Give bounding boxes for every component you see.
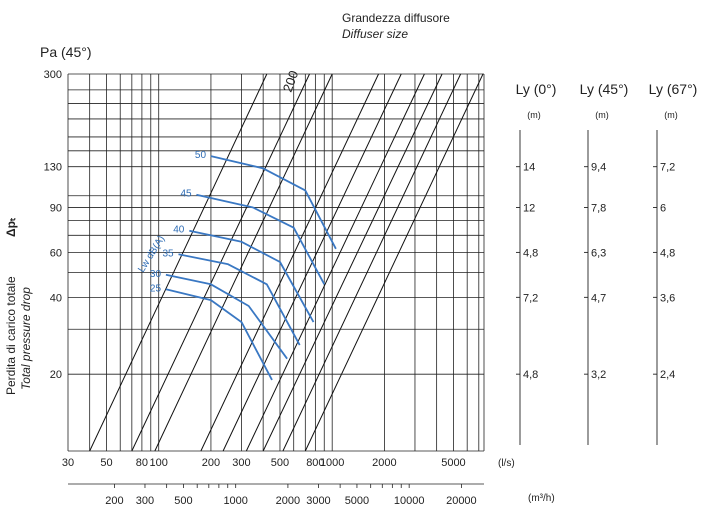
ly-value: 6,3: [591, 247, 606, 259]
x-tick-ls: 2000: [372, 457, 396, 469]
size-label-it: Grandezza diffusore: [342, 11, 450, 25]
y-label-en: Total pressure drop: [19, 287, 33, 390]
ly-value: 12: [523, 202, 535, 214]
ly-value: 9,4: [591, 162, 606, 174]
size-lines: [89, 73, 484, 452]
grid: [67, 73, 485, 452]
x-tick-ls: 200: [202, 457, 220, 469]
x-tick-m3h: 1000: [223, 495, 247, 507]
ly-value: 14: [523, 162, 535, 174]
x-tick-ls: 100: [150, 457, 168, 469]
x-tick-m3h: 200: [105, 495, 123, 507]
x-tick-ls: 500: [271, 457, 289, 469]
x-tick-m3h: 500: [174, 495, 192, 507]
size-line: [200, 73, 379, 452]
y-tick-label: 90: [50, 202, 62, 214]
y-label-delta: Δpₜ: [4, 217, 18, 237]
x-unit-ls: (l/s): [498, 458, 515, 469]
x-unit-m3h: (m³/h): [528, 493, 555, 504]
x-tick-ls: 50: [100, 457, 112, 469]
y-tick-label: 130: [44, 162, 62, 174]
size-line: [304, 73, 484, 452]
x-tick-ls: 300: [232, 457, 250, 469]
ly-unit: (m): [527, 110, 541, 120]
size-line: [245, 73, 425, 452]
noise-curve-25: [165, 288, 273, 381]
x-tick-ls: 30: [62, 457, 74, 469]
y-tick-label: 300: [44, 69, 62, 81]
ly-value: 4,8: [660, 247, 675, 259]
noise-curve-30: [165, 273, 288, 360]
ly-value: 7,2: [660, 162, 675, 174]
ly-title: Ly (67°): [649, 81, 698, 97]
ly-value: 3,6: [660, 292, 675, 304]
noise-label-25: 25: [150, 283, 162, 294]
size-line: [89, 73, 268, 452]
x-tick-m3h: 3000: [306, 495, 330, 507]
size-label-en: Diffuser size: [342, 27, 408, 41]
x-tick-m3h: 300: [136, 495, 154, 507]
size-line: [154, 73, 333, 452]
ly-value: 4,7: [591, 292, 606, 304]
x-tick-ls: 800: [306, 457, 324, 469]
noise-curve-45: [196, 193, 326, 285]
x-tick-ls: 1000: [320, 457, 344, 469]
ly-value: 7,8: [591, 202, 606, 214]
ly-value: 4,8: [523, 369, 538, 381]
noise-label-45: 45: [180, 189, 192, 200]
x-tick-m3h: 20000: [446, 495, 477, 507]
ly-value: 3,2: [591, 369, 606, 381]
ly-value: 7,2: [523, 292, 538, 304]
x-tick-ls: 80: [136, 457, 148, 469]
noise-label-35: 35: [162, 248, 174, 259]
size-annotation: 200: [280, 69, 302, 95]
size-line: [262, 73, 443, 452]
noise-label-30: 30: [150, 269, 162, 280]
noise-label-50: 50: [195, 150, 207, 161]
pa-label: Pa (45°): [40, 44, 92, 60]
ly-value: 6: [660, 202, 666, 214]
noise-curve-35: [178, 253, 301, 346]
y-label-it: Perdita di carico totale: [4, 276, 18, 395]
ly-value: 4,8: [523, 247, 538, 259]
noise-label-40: 40: [173, 225, 185, 236]
ly-unit: (m): [664, 110, 678, 120]
size-line: [282, 73, 462, 452]
noise-curve-50: [210, 155, 337, 250]
y-tick-label: 40: [50, 292, 62, 304]
ly-title: Ly (45°): [580, 81, 629, 97]
x-tick-m3h: 10000: [394, 495, 425, 507]
x-tick-m3h: 5000: [345, 495, 369, 507]
noise-curve-40: [189, 229, 315, 323]
y-tick-label: 60: [50, 247, 62, 259]
ly-unit: (m): [595, 110, 609, 120]
throw-scales: Ly (0°) (m) 14 12 4,8 7,2 4,8 Ly (45°) (m) 9,4 7,8…: [516, 81, 698, 445]
ly-value: 2,4: [660, 369, 675, 381]
x-tick-ls: 5000: [441, 457, 465, 469]
x-tick-m3h: 2000: [276, 495, 300, 507]
y-tick-label: 20: [50, 369, 62, 381]
ly-title: Ly (0°): [516, 81, 557, 97]
